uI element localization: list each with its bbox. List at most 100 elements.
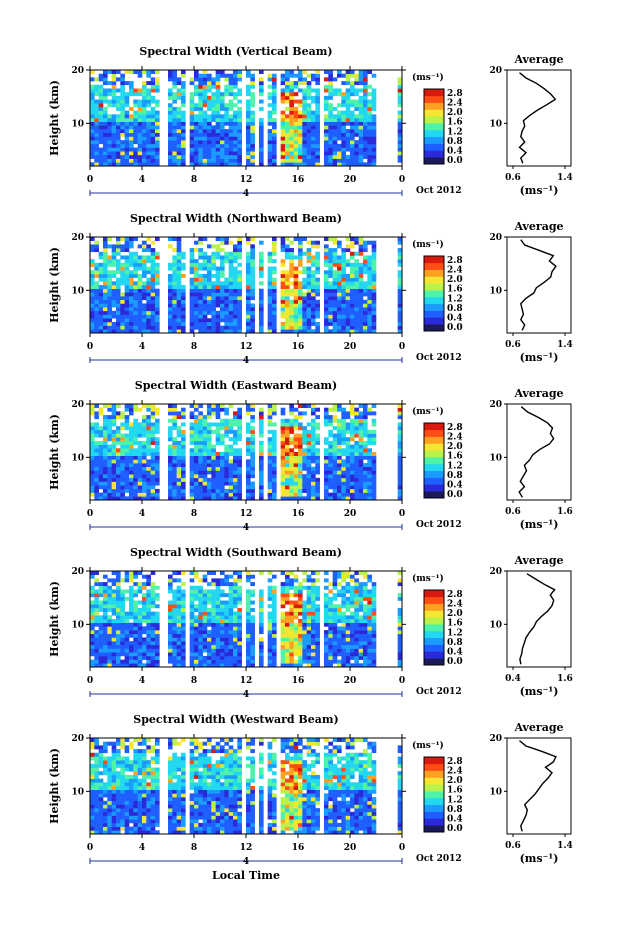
heatmap-cell xyxy=(198,147,203,152)
heatmap-cell xyxy=(94,325,99,330)
heatmap-cell xyxy=(146,143,151,148)
heatmap-cell xyxy=(215,492,221,497)
heatmap-cell xyxy=(215,251,221,256)
heatmap-cell xyxy=(233,604,238,609)
heatmap-cell xyxy=(341,407,346,412)
heatmap-cell xyxy=(146,70,151,74)
heatmap-cell xyxy=(280,240,286,245)
heatmap-cell xyxy=(371,88,377,93)
heatmap-cell xyxy=(220,132,225,137)
heatmap-cell xyxy=(298,240,303,245)
heatmap-cell xyxy=(280,121,286,126)
heatmap-cell xyxy=(120,622,125,627)
heatmap-cell xyxy=(259,118,264,122)
heatmap-cell xyxy=(133,452,138,456)
heatmap-cell xyxy=(259,474,264,479)
heatmap-cell xyxy=(207,88,212,93)
heatmap-cell xyxy=(142,600,147,605)
heatmap-cell xyxy=(150,593,156,598)
heatmap-cell xyxy=(137,140,143,145)
heatmap-cell xyxy=(207,81,212,86)
heatmap-cell xyxy=(90,143,95,148)
heatmap-cell xyxy=(94,433,99,438)
heatmap-cell xyxy=(181,84,186,89)
heatmap-cell xyxy=(150,474,156,479)
heatmap-cell xyxy=(371,143,377,148)
heatmap-cell xyxy=(332,318,338,323)
heatmap-cell xyxy=(155,70,160,74)
heatmap-cell xyxy=(198,296,203,301)
heatmap-cell xyxy=(98,466,104,471)
heatmap-cell xyxy=(150,310,156,315)
heatmap-cell xyxy=(155,321,160,326)
heatmap-cell xyxy=(129,600,134,605)
heatmap-cell xyxy=(246,143,251,148)
heatmap-cell xyxy=(228,496,234,501)
heatmap-cell xyxy=(142,325,147,330)
heatmap-cell xyxy=(311,440,316,445)
heatmap-cell xyxy=(194,485,199,490)
heatmap-cell xyxy=(332,474,338,479)
heatmap-cell xyxy=(150,307,156,312)
heatmap-cell xyxy=(98,452,104,456)
heatmap-cell xyxy=(350,429,355,434)
heatmap-cell xyxy=(150,266,156,271)
heatmap-cell xyxy=(137,459,143,464)
heatmap-cell xyxy=(228,270,234,275)
heatmap-cell xyxy=(228,463,234,468)
heatmap-cell xyxy=(289,321,294,326)
heatmap-cell xyxy=(315,70,320,74)
heatmap-cell xyxy=(129,571,134,575)
heatmap-cell xyxy=(142,488,147,493)
heatmap-cell xyxy=(246,240,251,245)
heatmap-cell xyxy=(332,270,338,275)
heatmap-cell xyxy=(120,615,125,620)
heatmap-cell xyxy=(103,310,108,315)
heatmap-cell xyxy=(211,459,216,464)
heatmap-cell xyxy=(207,132,212,137)
heatmap-cell xyxy=(233,596,238,601)
heatmap-cell xyxy=(311,466,316,471)
heatmap-cell xyxy=(289,162,294,167)
heatmap-cell xyxy=(237,496,242,501)
heatmap-cell xyxy=(280,95,286,100)
heatmap-cell xyxy=(202,633,208,638)
heatmap-cell xyxy=(198,633,203,638)
heatmap-cell xyxy=(328,466,333,471)
heatmap-cell xyxy=(111,448,117,453)
heatmap-cell xyxy=(259,288,264,293)
heatmap-cell xyxy=(150,600,156,605)
heatmap-cell xyxy=(224,459,229,464)
heatmap-cell xyxy=(142,433,147,438)
heatmap-cell xyxy=(207,106,212,111)
heatmap-cell xyxy=(207,255,212,260)
heatmap-cell xyxy=(142,404,147,408)
heatmap-cell xyxy=(311,151,316,156)
heatmap-cell xyxy=(129,273,134,278)
heatmap-cell xyxy=(324,136,329,141)
heatmap-cell xyxy=(207,143,212,148)
heatmap-cell xyxy=(220,296,225,301)
heatmap-cell xyxy=(146,162,151,167)
heatmap-cell xyxy=(341,411,346,416)
heatmap-cell xyxy=(181,154,186,159)
heatmap-cell xyxy=(367,455,372,460)
heatmap-cell xyxy=(137,615,143,620)
heatmap-cell xyxy=(397,426,403,431)
heatmap-cell xyxy=(172,648,177,653)
heatmap-cell xyxy=(237,607,242,612)
heatmap-cell xyxy=(267,411,273,416)
heatmap-cell xyxy=(228,585,234,590)
heatmap-cell xyxy=(324,285,329,289)
heatmap-cell xyxy=(345,310,351,315)
heatmap-cell xyxy=(250,237,255,241)
heatmap-cell xyxy=(202,641,208,646)
heatmap-cell xyxy=(220,659,225,664)
heatmap-cell xyxy=(155,644,160,649)
heatmap-cell xyxy=(371,251,377,256)
heatmap-cell xyxy=(111,433,117,438)
heatmap-cell xyxy=(267,641,273,646)
heatmap-cell xyxy=(146,299,151,304)
heatmap-cell xyxy=(337,103,342,108)
heatmap-cell xyxy=(272,285,277,289)
